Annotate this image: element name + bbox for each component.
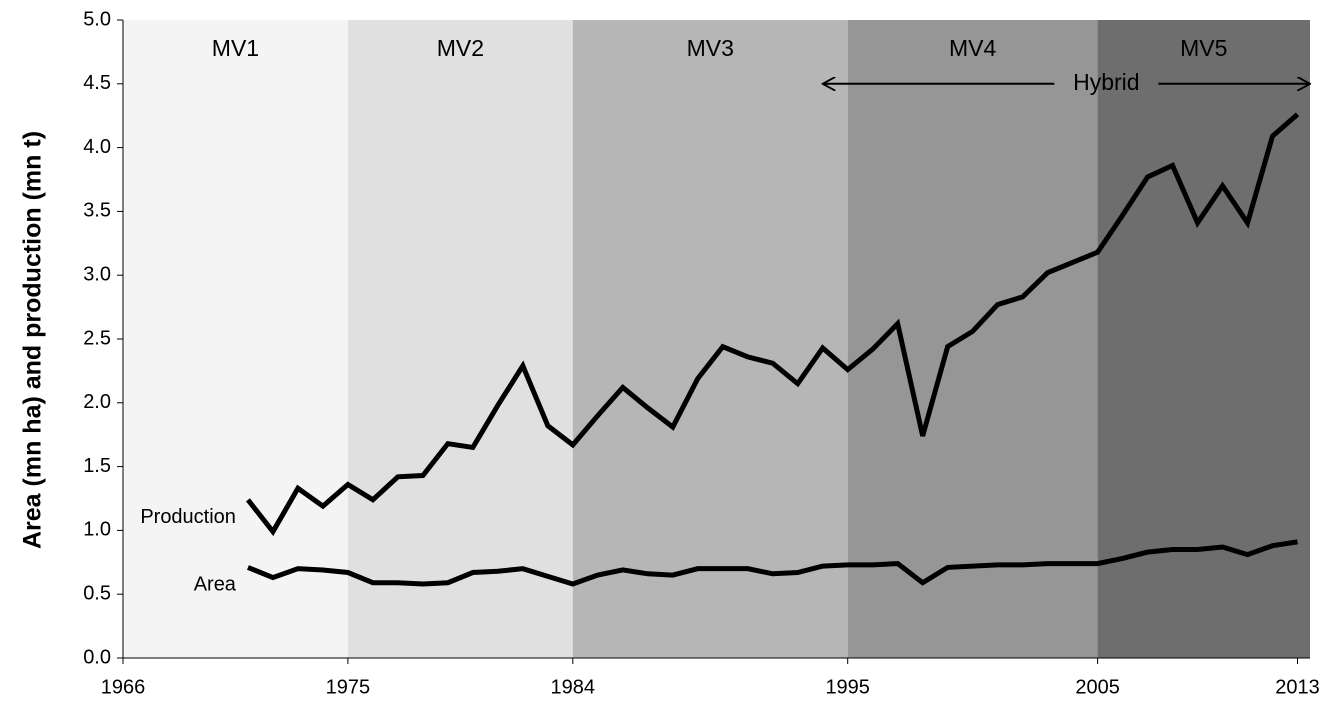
x-tick-label: 1995: [825, 676, 870, 698]
y-axis-label: Area (mn ha) and production (mn t): [19, 131, 47, 549]
x-tick-label: 2005: [1075, 676, 1120, 698]
x-tick-label: 1984: [551, 676, 596, 698]
y-tick-label: 3.0: [83, 263, 111, 285]
y-tick-label: 1.5: [83, 455, 111, 477]
y-tick-label: 4.0: [83, 136, 111, 158]
era-band: [572, 20, 848, 658]
x-tick-label: 1966: [101, 676, 146, 698]
era-label: MV5: [1180, 35, 1227, 61]
era-band: [1097, 20, 1310, 658]
era-label: MV2: [437, 35, 484, 61]
y-tick-label: 5.0: [83, 8, 111, 30]
era-band: [347, 20, 573, 658]
y-tick-label: 0.0: [83, 646, 111, 668]
y-tick-label: 2.5: [83, 327, 111, 349]
series-line: [245, 112, 1300, 537]
series-label: Production: [140, 506, 236, 528]
y-tick-label: 0.5: [83, 582, 111, 604]
era-band: [847, 20, 1098, 658]
era-band: [123, 20, 348, 658]
y-tick-label: 2.0: [83, 391, 111, 413]
series-label: Area: [194, 574, 237, 596]
x-tick-label: 2013: [1275, 676, 1320, 698]
era-label: MV4: [949, 35, 997, 61]
era-label: MV1: [212, 35, 259, 61]
y-tick-label: 1.0: [83, 519, 111, 541]
era-label: MV3: [687, 35, 734, 61]
annotation: Hybrid: [1073, 69, 1139, 95]
y-tick-label: 3.5: [83, 200, 111, 222]
y-tick-label: 4.5: [83, 72, 111, 94]
x-tick-label: 1975: [326, 676, 371, 698]
series-line: [247, 539, 1298, 587]
